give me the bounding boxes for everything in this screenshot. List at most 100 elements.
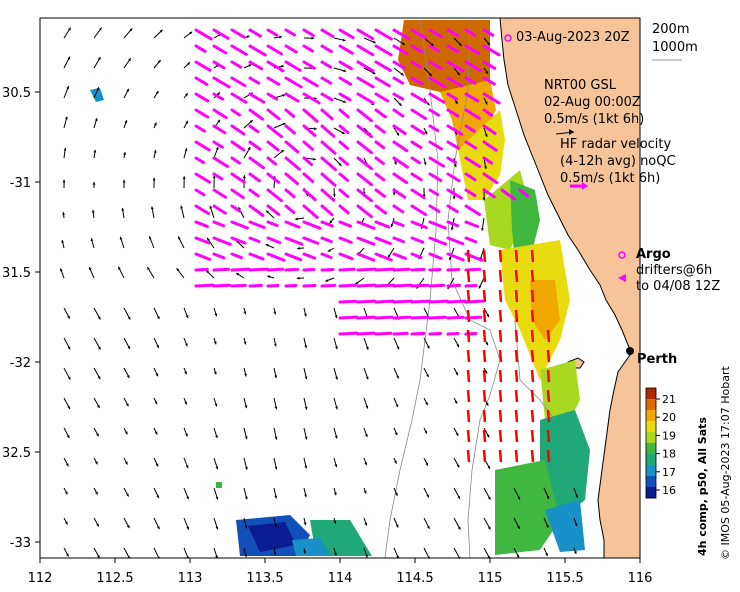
argo-icon (618, 251, 626, 259)
radar-vector (464, 220, 480, 229)
radar-vector (428, 299, 450, 304)
model-vector-head (65, 463, 69, 467)
radar-vector (338, 60, 353, 71)
radar-vector (248, 188, 260, 198)
colorbar-swatch (646, 410, 656, 422)
y-tick-label: 30.5 (2, 86, 31, 101)
radar-vector (266, 124, 283, 139)
radar-vector (302, 188, 317, 202)
credit-label: © IMOS 05-Aug-2023 17:07 Hobart (719, 366, 732, 560)
model-vector-head (189, 31, 193, 35)
radar-vector (212, 44, 228, 55)
model-vector-head (394, 161, 397, 165)
radar-vector (194, 236, 211, 245)
colorbar-tick-label: 21 (662, 393, 676, 406)
drifter-segment (482, 369, 487, 383)
radar-vector (212, 172, 224, 181)
radar-vector (410, 299, 432, 304)
model-vector-head (97, 57, 101, 61)
model-vector-head (282, 122, 286, 126)
model-vector-head (335, 376, 338, 380)
model-vector-head (364, 522, 368, 526)
radar-vector (356, 76, 375, 89)
model-vector-head (129, 28, 133, 32)
model-vector-head (242, 175, 246, 178)
model-vector-head (213, 341, 217, 345)
drifter-segment (498, 429, 503, 443)
radar-vector (338, 188, 350, 199)
model-vector-head (119, 236, 123, 240)
drifter-segment (466, 389, 471, 403)
model-vector-head (128, 58, 131, 62)
model-vector-head (427, 525, 430, 529)
radar-vector (428, 252, 443, 260)
radar-vector (482, 60, 497, 70)
model-vector-head (126, 525, 130, 529)
model-vector-head (484, 166, 487, 170)
radar-vector (248, 156, 265, 170)
model-vector-head (214, 313, 218, 317)
model-vector-head (244, 496, 248, 500)
model-vector-head (274, 406, 278, 410)
drifter-segment (546, 429, 551, 443)
radar-vector (266, 188, 283, 203)
radar-vector (194, 108, 210, 119)
model-vector-head (266, 210, 269, 214)
model-vector-head (66, 86, 70, 90)
model-vector-head (487, 42, 490, 46)
model-vector-head (365, 346, 369, 350)
radar-vector (428, 140, 443, 151)
radar-vector (320, 156, 337, 172)
model-vector-head (124, 461, 128, 465)
model-vector-head (124, 431, 128, 435)
model-vector-head (329, 220, 333, 224)
model-vector-head (325, 279, 329, 282)
model-vector-head (280, 150, 284, 153)
radar-vector (410, 44, 424, 54)
radar-vector (356, 172, 373, 187)
model-vector-head (156, 316, 160, 320)
drifter-segment (466, 289, 471, 303)
x-tick-label: 113.5 (246, 571, 283, 586)
radar-vector (284, 172, 299, 186)
radar-vector (302, 252, 317, 260)
model-vector-head (426, 102, 430, 106)
radar-vector (302, 283, 317, 288)
model-vector-head (217, 92, 220, 96)
model-vector-head (456, 344, 459, 348)
radar-vector (212, 92, 225, 101)
radar-vector (392, 92, 405, 101)
radar-vector (212, 283, 231, 288)
model-vector-head (97, 346, 101, 350)
radar-vector (320, 172, 337, 187)
model-vector-head (304, 465, 308, 469)
model-vector-head (372, 40, 376, 44)
model-vector-head (97, 404, 100, 408)
y-tick-label: 31.5 (2, 266, 31, 281)
model-vector-head (394, 460, 397, 464)
radar-vector (410, 28, 427, 40)
model-vector-head (487, 526, 491, 530)
drifter-segment (466, 429, 471, 443)
radar-vector (464, 156, 481, 168)
model-vector-head (267, 275, 271, 279)
model-vector-head (91, 209, 95, 213)
radar-vector (284, 236, 304, 246)
radar-vector (248, 252, 265, 261)
model-vector-head (478, 285, 482, 289)
drifter-segment (530, 369, 535, 383)
model-vector-head (182, 176, 186, 179)
model-vector-head (67, 376, 71, 380)
model-vector-head (150, 206, 154, 210)
radar-vector (338, 220, 353, 228)
radar-vector (230, 140, 246, 152)
radar-vector (212, 28, 230, 40)
model-vector-head (426, 345, 430, 349)
radar-vector (338, 204, 350, 215)
model-vector-head (453, 164, 457, 168)
radar-vector (446, 236, 465, 246)
radar-vector (338, 124, 350, 135)
model-vector-head (423, 162, 427, 165)
radar-vector (464, 188, 477, 198)
model-vector-head (186, 496, 189, 500)
